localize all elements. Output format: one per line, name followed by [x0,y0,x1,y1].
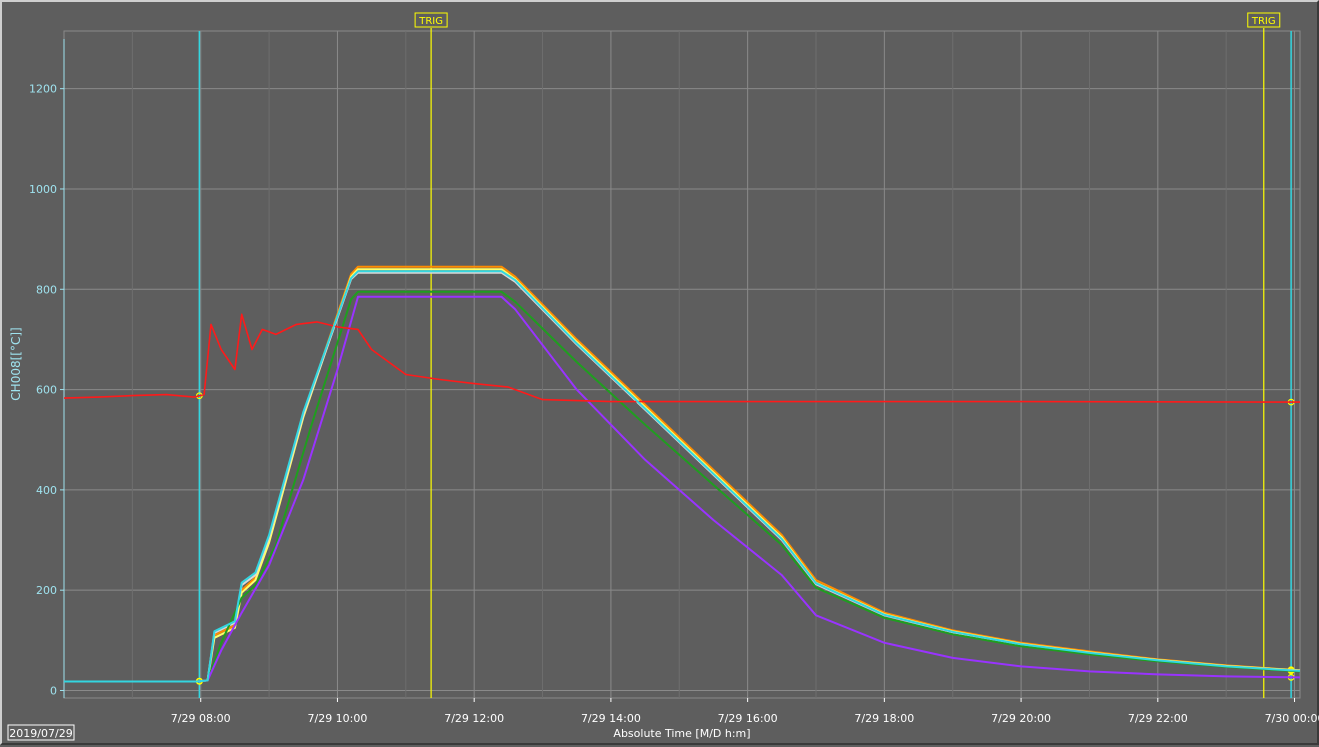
y-tick-label-6: 1200 [29,83,57,96]
x-tick-label-4: 7/29 16:00 [718,712,778,725]
series-line-4 [64,295,1301,683]
trigger-label-0: TRIG [418,16,443,27]
x-tick-label-3: 7/29 14:00 [581,712,641,725]
y-tick-label-2: 400 [36,484,57,497]
x-tick-label-5: 7/29 18:00 [854,712,914,725]
x-tick-label-6: 7/29 20:00 [991,712,1051,725]
x-tick-label-0: 7/29 08:00 [171,712,231,725]
y-tick-label-3: 600 [36,384,57,397]
series-lines [63,265,1301,683]
x-tick-label-2: 7/29 12:00 [444,712,504,725]
trigger-markers[interactable]: TRIG TRIG [414,12,1281,698]
trigger-label-1: TRIG [1251,16,1276,27]
trigger-box-0[interactable] [414,12,448,28]
date-stamp: 2019/07/29 [9,727,72,740]
y-tick-label-0: 0 [50,684,57,697]
y-tick-label-4: 800 [36,283,57,296]
series-line-6 [64,270,1301,683]
x-axis-label: Absolute Time [M/D h:m] [613,727,750,740]
plot-area [63,30,1301,699]
x-tick-label-7: 7/29 22:00 [1128,712,1188,725]
x-axis-ticks: 7/29 08:00 7/29 10:00 7/29 12:00 7/29 14:00… [171,698,1319,725]
x-tick-label-1: 7/29 10:00 [307,712,367,725]
date-stamp-box [7,724,75,741]
grid-lines [64,31,1300,698]
y-tick-label-5: 1000 [29,183,57,196]
y-axis-label: CH008[[°C]] [9,327,23,400]
y-tick-label-1: 200 [36,584,57,597]
trigger-box-1[interactable] [1247,12,1281,28]
y-axis-ticks: 0 200 400 600 800 1000 1200 [29,39,65,698]
x-tick-label-8: 7/30 00:00 [1265,712,1319,725]
series-line-5 [63,313,1301,403]
